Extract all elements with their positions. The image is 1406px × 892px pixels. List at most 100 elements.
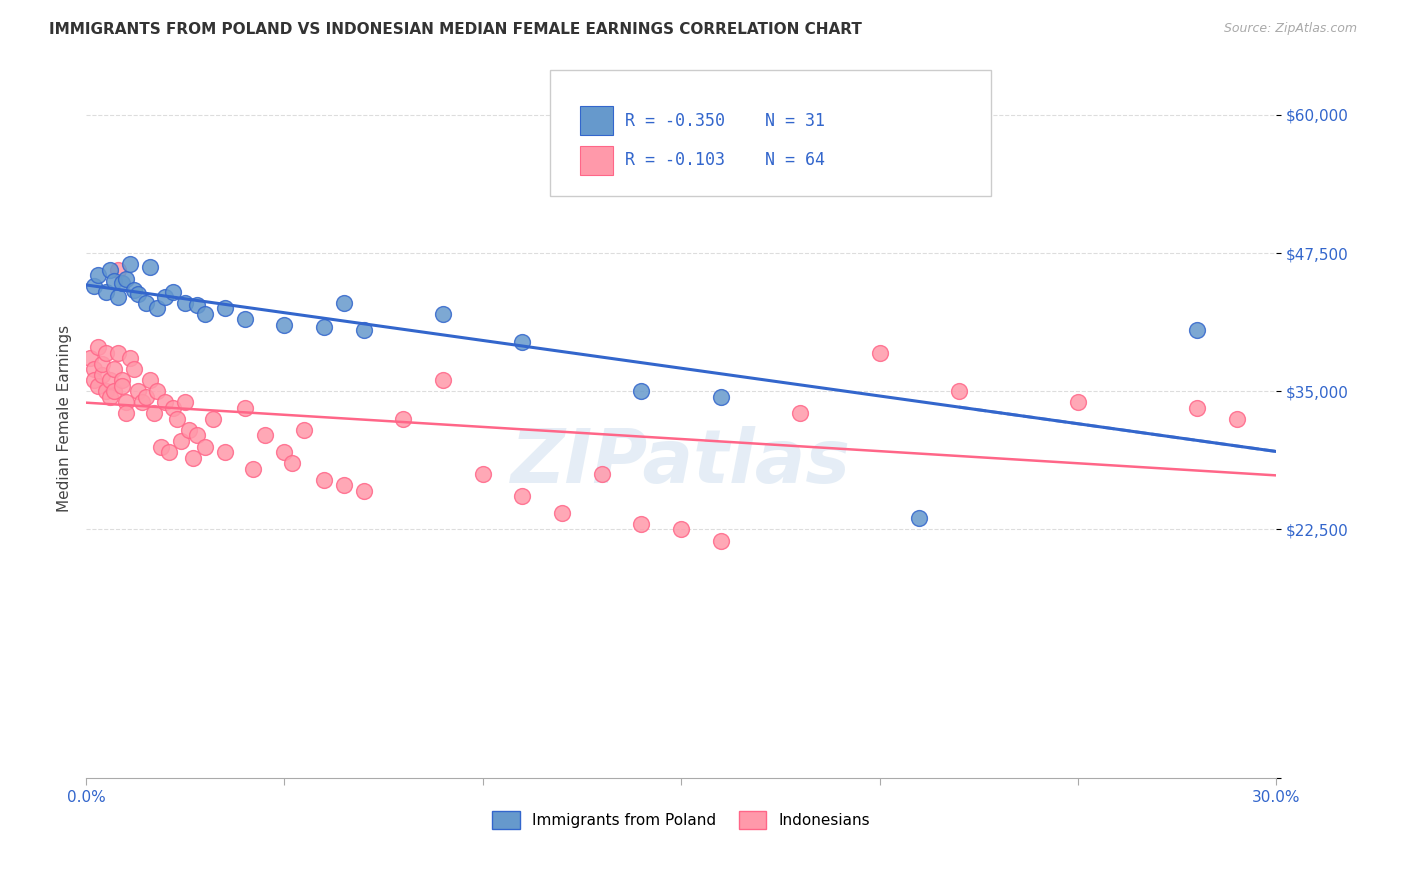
Point [111, 373, 134, 387]
Point [98, 390, 121, 404]
Point [273, 318, 295, 332]
Point [202, 412, 225, 426]
Point [1185, 323, 1208, 337]
Point [94, 345, 117, 359]
Point [233, 401, 256, 415]
Point [111, 276, 134, 290]
Point [91, 357, 114, 371]
Point [107, 345, 129, 359]
Point [135, 295, 157, 310]
Point [87, 340, 110, 354]
Point [114, 395, 136, 409]
Point [103, 274, 125, 288]
Point [98, 262, 121, 277]
Point [512, 489, 534, 503]
Point [150, 440, 173, 454]
Point [669, 523, 692, 537]
Point [551, 506, 574, 520]
Point [432, 373, 454, 387]
Point [186, 298, 208, 312]
Point [103, 384, 125, 399]
Point [170, 434, 193, 448]
FancyBboxPatch shape [581, 145, 613, 175]
Point [138, 373, 160, 387]
FancyBboxPatch shape [581, 106, 613, 135]
Point [87, 378, 110, 392]
Point [79, 351, 101, 365]
Point [432, 307, 454, 321]
Point [179, 423, 201, 437]
Point [194, 307, 217, 321]
Text: IMMIGRANTS FROM POLAND VS INDONESIAN MEDIAN FEMALE EARNINGS CORRELATION CHART: IMMIGRANTS FROM POLAND VS INDONESIAN MED… [49, 22, 862, 37]
Point [292, 423, 315, 437]
Point [392, 412, 415, 426]
Point [233, 312, 256, 326]
Point [214, 445, 236, 459]
Point [710, 390, 733, 404]
Point [107, 290, 129, 304]
Point [118, 351, 141, 365]
Point [157, 445, 180, 459]
Point [98, 373, 121, 387]
Point [1067, 395, 1090, 409]
Point [103, 362, 125, 376]
Point [135, 390, 157, 404]
Point [91, 368, 114, 382]
Point [333, 295, 356, 310]
Point [138, 260, 160, 275]
Legend: Immigrants from Poland, Indonesians: Immigrants from Poland, Indonesians [486, 805, 876, 835]
Point [710, 533, 733, 548]
Point [471, 467, 494, 482]
Point [314, 320, 336, 334]
Point [273, 445, 295, 459]
Point [789, 406, 811, 420]
Point [131, 395, 153, 409]
Point [83, 362, 105, 376]
Point [162, 401, 184, 415]
Text: R = -0.350    N = 31: R = -0.350 N = 31 [626, 112, 825, 129]
Point [146, 301, 169, 316]
Point [107, 262, 129, 277]
Point [155, 395, 177, 409]
Point [155, 290, 177, 304]
Point [948, 384, 970, 399]
Point [83, 279, 105, 293]
Text: Source: ZipAtlas.com: Source: ZipAtlas.com [1223, 22, 1357, 36]
FancyBboxPatch shape [550, 70, 991, 196]
Point [1185, 401, 1208, 415]
Point [111, 378, 134, 392]
Point [630, 516, 652, 531]
Point [253, 428, 276, 442]
Point [1225, 412, 1247, 426]
Point [122, 362, 145, 376]
Point [314, 473, 336, 487]
Point [908, 511, 931, 525]
Point [181, 450, 204, 465]
Point [353, 483, 375, 498]
Text: R = -0.103    N = 64: R = -0.103 N = 64 [626, 152, 825, 169]
Point [353, 323, 375, 337]
Y-axis label: Median Female Earnings: Median Female Earnings [58, 326, 72, 513]
Point [166, 412, 188, 426]
Point [591, 467, 613, 482]
Point [94, 285, 117, 299]
Point [194, 440, 217, 454]
Point [122, 283, 145, 297]
Point [127, 287, 149, 301]
Point [869, 345, 891, 359]
Point [512, 334, 534, 349]
Point [114, 271, 136, 285]
Point [214, 301, 236, 316]
Point [114, 406, 136, 420]
Point [174, 295, 197, 310]
Point [174, 395, 197, 409]
Point [146, 384, 169, 399]
Point [281, 456, 304, 470]
Point [242, 461, 264, 475]
Point [94, 384, 117, 399]
Point [162, 285, 184, 299]
Point [118, 257, 141, 271]
Point [142, 406, 165, 420]
Point [83, 373, 105, 387]
Point [630, 384, 652, 399]
